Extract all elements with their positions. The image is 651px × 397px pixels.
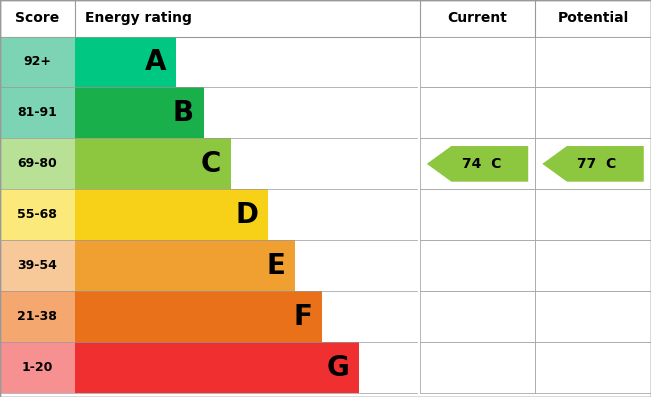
Bar (535, 189, 651, 240)
Bar (420, 139, 535, 189)
Text: 21-38: 21-38 (18, 310, 57, 323)
Text: 81-91: 81-91 (18, 106, 57, 119)
Text: E: E (266, 252, 285, 280)
Bar (0, 189, 75, 240)
Bar (420, 342, 535, 393)
Bar (0, 139, 75, 189)
Bar (0, 0, 651, 37)
Bar (75, 240, 295, 291)
Text: C: C (201, 150, 221, 178)
Text: 74  C: 74 C (462, 157, 501, 171)
Text: 39-54: 39-54 (18, 259, 57, 272)
Bar (420, 291, 535, 342)
Bar (420, 240, 535, 291)
Text: 1-20: 1-20 (21, 361, 53, 374)
Text: Potential: Potential (557, 11, 629, 25)
Bar (535, 342, 651, 393)
Bar (75, 87, 204, 139)
Bar (75, 139, 230, 189)
Bar (420, 189, 535, 240)
Text: D: D (235, 201, 258, 229)
Bar (420, 37, 535, 87)
Text: A: A (145, 48, 167, 76)
Text: 55-68: 55-68 (18, 208, 57, 221)
Bar (75, 291, 322, 342)
Text: Score: Score (16, 11, 59, 25)
Bar (75, 342, 359, 393)
Text: B: B (173, 99, 194, 127)
Text: Energy rating: Energy rating (85, 11, 191, 25)
Bar (535, 37, 651, 87)
Text: Current: Current (448, 11, 507, 25)
Bar (75, 189, 268, 240)
Bar (535, 291, 651, 342)
Bar (0, 240, 75, 291)
Text: 92+: 92+ (23, 56, 51, 69)
Bar (0, 37, 75, 87)
Bar (535, 139, 651, 189)
Text: F: F (294, 303, 312, 331)
Bar (0, 342, 75, 393)
Bar (420, 87, 535, 139)
Bar (0, 291, 75, 342)
Polygon shape (427, 146, 528, 182)
Bar (535, 87, 651, 139)
Text: G: G (327, 354, 350, 382)
Bar (0, 87, 75, 139)
Bar (535, 240, 651, 291)
Polygon shape (542, 146, 644, 182)
Text: 69-80: 69-80 (18, 157, 57, 170)
Bar (75, 37, 176, 87)
Text: 77  C: 77 C (577, 157, 616, 171)
